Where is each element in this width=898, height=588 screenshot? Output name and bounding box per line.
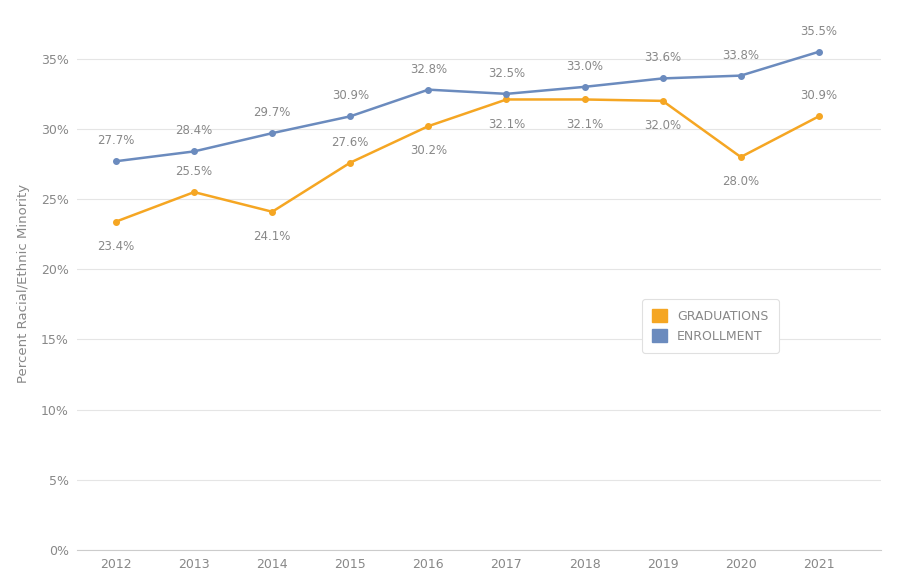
ENROLLMENT <box>657 75 668 82</box>
ENROLLMENT <box>579 83 590 91</box>
GRADUATIONS <box>814 113 824 120</box>
Text: 30.2%: 30.2% <box>409 145 447 158</box>
ENROLLMENT <box>814 48 824 55</box>
Text: 29.7%: 29.7% <box>253 106 291 119</box>
ENROLLMENT <box>423 86 434 93</box>
Y-axis label: Percent Racial/Ethnic Minority: Percent Racial/Ethnic Minority <box>17 184 30 383</box>
Line: GRADUATIONS: GRADUATIONS <box>113 96 822 225</box>
Text: 32.8%: 32.8% <box>409 62 447 76</box>
Text: 27.6%: 27.6% <box>331 136 369 149</box>
ENROLLMENT <box>735 72 746 79</box>
GRADUATIONS <box>110 218 121 225</box>
ENROLLMENT <box>345 113 356 120</box>
Text: 33.0%: 33.0% <box>566 60 603 73</box>
GRADUATIONS <box>501 96 512 103</box>
Text: 32.1%: 32.1% <box>566 118 603 131</box>
ENROLLMENT <box>110 158 121 165</box>
Text: 32.0%: 32.0% <box>644 119 682 132</box>
GRADUATIONS <box>579 96 590 103</box>
GRADUATIONS <box>657 98 668 105</box>
GRADUATIONS <box>345 159 356 166</box>
Text: 28.0%: 28.0% <box>722 175 760 188</box>
Text: 30.9%: 30.9% <box>331 89 369 102</box>
Text: 23.4%: 23.4% <box>97 240 135 253</box>
GRADUATIONS <box>267 208 277 215</box>
ENROLLMENT <box>189 148 199 155</box>
Text: 33.8%: 33.8% <box>722 49 760 62</box>
Text: 35.5%: 35.5% <box>800 25 837 38</box>
Text: 27.7%: 27.7% <box>97 134 135 147</box>
Text: 33.6%: 33.6% <box>644 51 682 64</box>
Line: ENROLLMENT: ENROLLMENT <box>113 49 822 164</box>
ENROLLMENT <box>267 129 277 136</box>
Text: 25.5%: 25.5% <box>176 165 213 178</box>
GRADUATIONS <box>189 189 199 196</box>
Legend: GRADUATIONS, ENROLLMENT: GRADUATIONS, ENROLLMENT <box>642 299 779 353</box>
Text: 24.1%: 24.1% <box>253 230 291 243</box>
ENROLLMENT <box>501 91 512 98</box>
Text: 32.5%: 32.5% <box>488 67 525 80</box>
Text: 32.1%: 32.1% <box>488 118 525 131</box>
Text: 28.4%: 28.4% <box>175 125 213 138</box>
Text: 30.9%: 30.9% <box>800 89 838 102</box>
GRADUATIONS <box>423 123 434 130</box>
GRADUATIONS <box>735 153 746 161</box>
